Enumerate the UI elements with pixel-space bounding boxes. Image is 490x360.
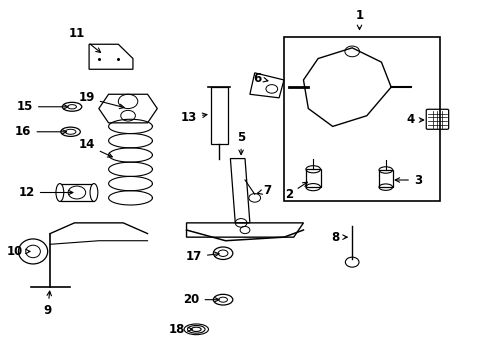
Bar (284, 37, 440, 202)
Text: 1: 1 (355, 9, 364, 30)
Bar (379, 170, 392, 187)
Text: 2: 2 (285, 182, 307, 201)
Text: 4: 4 (407, 113, 424, 126)
Text: 14: 14 (78, 139, 112, 157)
Text: 17: 17 (186, 250, 219, 263)
Text: 8: 8 (331, 231, 347, 244)
Ellipse shape (56, 184, 64, 202)
Text: 18: 18 (169, 323, 192, 336)
Text: 20: 20 (183, 293, 219, 306)
Text: 6: 6 (253, 72, 268, 85)
Bar (306, 169, 320, 187)
Text: 19: 19 (78, 91, 124, 109)
Text: 16: 16 (15, 125, 67, 138)
Text: 7: 7 (257, 184, 271, 197)
Bar (211, 87, 228, 144)
Ellipse shape (90, 184, 98, 202)
Text: 3: 3 (395, 174, 422, 186)
Text: 10: 10 (7, 245, 30, 258)
Bar (60, 184, 94, 202)
Text: 13: 13 (181, 111, 207, 124)
Text: 11: 11 (69, 27, 100, 53)
Text: 9: 9 (44, 291, 52, 317)
Text: 15: 15 (17, 100, 68, 113)
Text: 5: 5 (237, 131, 245, 154)
Text: 12: 12 (19, 186, 73, 199)
